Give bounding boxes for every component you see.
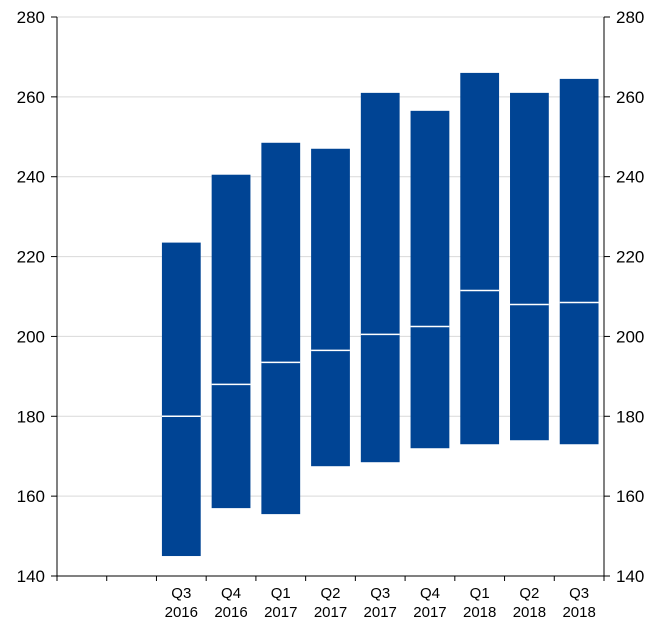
x-tick-label-quarter-q4-2017: Q4	[420, 585, 440, 602]
bars-layer	[161, 72, 599, 557]
range-bar-q3-2017	[360, 92, 400, 463]
x-tick-label-year-q3-2018: 2018	[562, 604, 595, 621]
x-tick-label-quarter-q4-2016: Q4	[221, 585, 241, 602]
right-tick-label-180: 180	[616, 407, 644, 426]
x-tick-label-year-q3-2016: 2016	[165, 604, 198, 621]
x-tick-label-year-q1-2017: 2017	[264, 604, 297, 621]
axes-layer	[51, 16, 610, 581]
x-tick-label-year-q3-2017: 2017	[364, 604, 397, 621]
left-tick-label-260: 260	[17, 88, 45, 107]
x-tick-label-year-q1-2018: 2018	[463, 604, 496, 621]
range-bar-q2-2017	[311, 148, 350, 467]
left-tick-label-160: 160	[17, 487, 45, 506]
range-bar-q4-2016	[211, 174, 251, 509]
right-tick-label-280: 280	[616, 8, 644, 27]
range-bar-q1-2017	[261, 142, 301, 515]
left-tick-label-200: 200	[17, 327, 45, 346]
x-tick-label-quarter-q2-2018: Q2	[519, 585, 539, 602]
x-tick-label-year-q4-2016: 2016	[214, 604, 247, 621]
left-tick-label-240: 240	[17, 168, 45, 187]
x-tick-label-quarter-q2-2017: Q2	[320, 585, 340, 602]
labels-layer: 140 140 160 160 180 180 200 200 220 220 240 240 260 2…	[17, 8, 645, 621]
right-tick-label-200: 200	[616, 327, 644, 346]
right-tick-label-220: 220	[616, 248, 644, 267]
x-tick-label-quarter-q1-2018: Q1	[470, 585, 490, 602]
range-bar-q4-2017	[410, 110, 450, 449]
right-tick-label-260: 260	[616, 88, 644, 107]
range-bar-q3-2018	[559, 78, 599, 445]
x-tick-label-year-q2-2018: 2018	[513, 604, 546, 621]
x-tick-label-quarter-q3-2018: Q3	[569, 585, 589, 602]
x-tick-label-quarter-q1-2017: Q1	[271, 585, 291, 602]
range-bar-q3-2016	[161, 242, 201, 557]
range-bar-q2-2018	[510, 92, 549, 441]
right-tick-label-160: 160	[616, 487, 644, 506]
range-bar-q1-2018	[460, 72, 500, 445]
left-tick-label-140: 140	[17, 567, 45, 586]
x-tick-label-quarter-q3-2017: Q3	[370, 585, 390, 602]
right-tick-label-240: 240	[616, 168, 644, 187]
x-tick-label-year-q2-2017: 2017	[314, 604, 347, 621]
x-tick-label-year-q4-2017: 2017	[413, 604, 446, 621]
left-tick-label-280: 280	[17, 8, 45, 27]
x-tick-label-quarter-q3-2016: Q3	[171, 585, 191, 602]
left-tick-label-220: 220	[17, 248, 45, 267]
right-tick-label-140: 140	[616, 567, 644, 586]
left-tick-label-180: 180	[17, 407, 45, 426]
